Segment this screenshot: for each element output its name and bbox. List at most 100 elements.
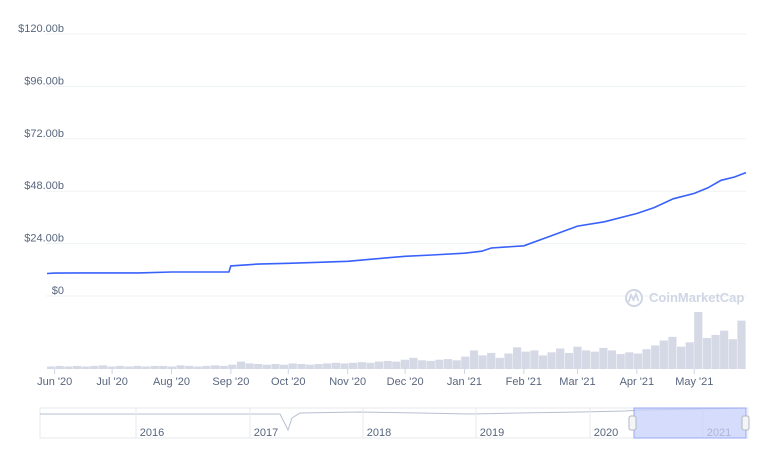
volume-bar [496,358,504,369]
volume-bar [47,367,55,370]
navigator-selection[interactable] [634,408,746,438]
x-tick-label: May '21 [675,376,713,388]
x-tick-label: Jun '20 [37,376,72,388]
volume-bar [694,312,702,369]
volume-bar [194,367,202,370]
volume-bar [573,347,581,369]
y-tick-label: $0 [52,285,64,297]
volume-bar [522,352,530,369]
volume-bar [185,366,193,369]
volume-bar [280,365,288,369]
volume-bar [176,365,184,369]
x-tick-label: Sep '20 [212,376,249,388]
x-tick-label: Apr '21 [620,376,655,388]
y-tick-label: $96.00b [24,75,64,87]
volume-bar [401,360,409,369]
price-line [47,173,746,274]
x-tick-label: Oct '20 [271,376,306,388]
watermark: CoinMarketCap [626,290,744,306]
volume-bar [168,367,176,370]
volume-bar [444,359,452,369]
navigator-right-handle[interactable] [742,416,749,430]
y-tick-label: $120.00b [18,23,64,35]
volume-bar [435,360,443,369]
x-tick-label: Jan '21 [447,376,482,388]
volume-bar [159,366,167,369]
volume-bar [220,366,228,369]
volume-bar [660,341,668,370]
volume-bar [651,345,659,369]
volume-bar [668,337,676,369]
volume-bar [366,363,374,369]
volume-bar [315,364,323,369]
x-tick-label: Aug '20 [153,376,190,388]
volume-bar [453,360,461,369]
volume-bar [513,347,521,369]
volume-bar [289,363,297,369]
navigator-tick-label: 2018 [367,427,391,439]
volume-bar [116,366,124,369]
volume-bar [271,364,279,369]
volume-bar [599,348,607,369]
volume-bar [703,338,711,369]
volume-bar [90,366,98,369]
price-line-layer [47,173,746,274]
volume-bar [470,350,478,369]
volume-bar [263,365,271,369]
volume-bar [642,349,650,369]
volume-bar [677,347,685,369]
volume-bar [591,352,599,369]
volume-bar [686,342,694,369]
volume-bar [375,362,383,369]
volume-bar [418,360,426,369]
x-tick-label: Nov '20 [329,376,366,388]
volume-bars [47,312,746,369]
volume-bar [82,367,90,370]
volume-bar [504,354,512,370]
volume-bar [625,352,633,369]
navigator-left-handle[interactable] [629,416,636,430]
volume-bar [340,363,348,369]
volume-bar [617,354,625,369]
navigator-tick-label: 2020 [594,427,618,439]
volume-bar [565,353,573,369]
range-navigator[interactable]: 201620172018201920202021 [40,408,749,439]
x-tick-label: Mar '21 [559,376,595,388]
volume-bar [539,355,547,369]
volume-bar [720,331,728,369]
volume-bar [211,365,219,369]
volume-bar [712,335,720,369]
volume-bar [479,355,487,369]
volume-bar [56,366,64,369]
volume-bar [737,321,745,369]
volume-bar [461,357,469,369]
volume-bar [142,367,150,370]
volume-bar [427,361,435,369]
volume-bar [133,366,141,369]
volume-bar [530,350,538,369]
volume-bar [228,365,236,369]
y-tick-label: $72.00b [24,128,64,140]
volume-bar [246,363,254,369]
navigator-tick-label: 2016 [140,427,164,439]
volume-bar [582,350,590,369]
x-tick-label: Feb '21 [506,376,542,388]
volume-bar [254,364,262,369]
volume-bar [107,367,115,370]
y-tick-label: $48.00b [24,180,64,192]
volume-bar [125,367,133,370]
volume-bar [349,363,357,369]
volume-bar [297,364,305,369]
volume-bar [306,365,314,369]
volume-bar [608,350,616,369]
volume-bar [548,352,556,369]
volume-bar [64,367,72,370]
volume-bar [729,339,737,369]
coinmarketcap-logo-icon [626,290,642,306]
volume-bar [237,362,245,369]
volume-bar [99,365,107,369]
volume-bar [202,366,210,369]
